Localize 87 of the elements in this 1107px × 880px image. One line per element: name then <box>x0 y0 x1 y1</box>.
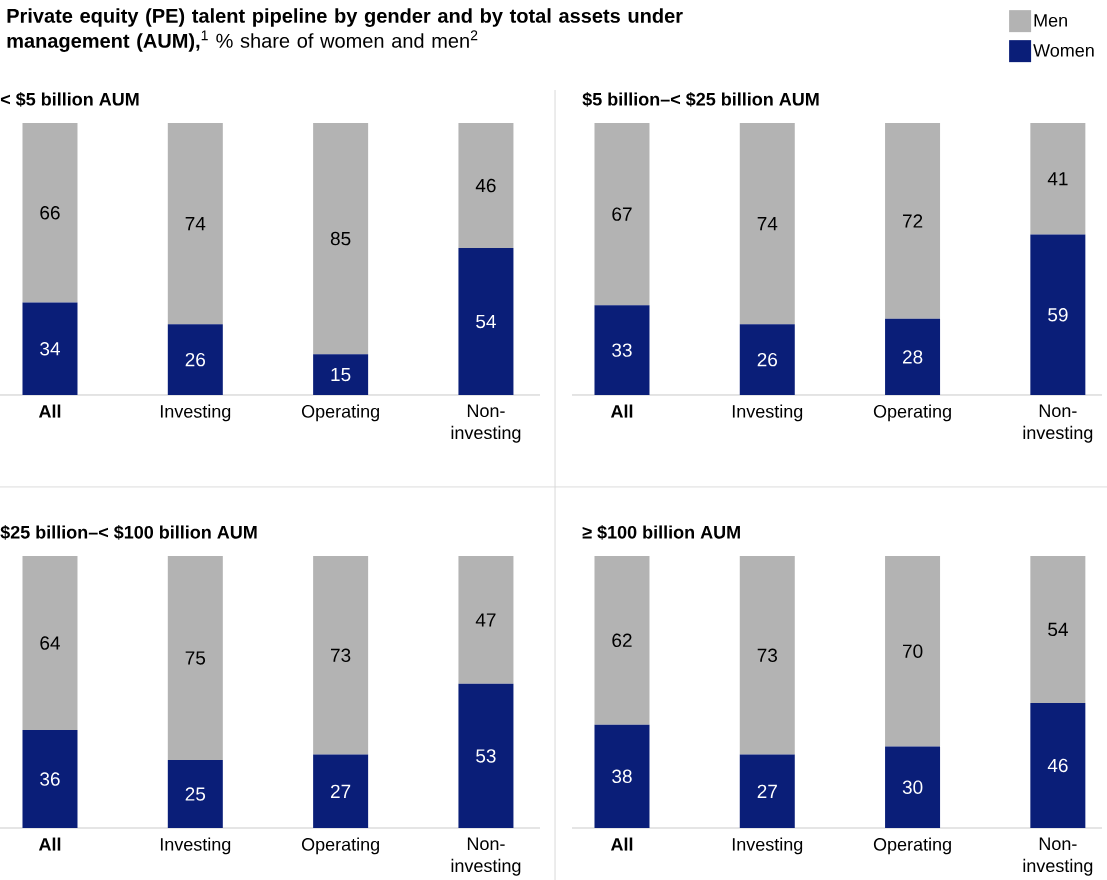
x-tick-label: Non-investing <box>451 404 521 443</box>
bar <box>594 305 650 395</box>
data-label: 25 <box>185 787 206 801</box>
data-label: 74 <box>185 217 206 231</box>
bar <box>1030 234 1086 395</box>
x-tick-label: Investing <box>732 404 803 422</box>
bar <box>167 556 223 760</box>
data-label: 85 <box>330 231 351 246</box>
bar <box>167 324 223 395</box>
bar <box>458 122 514 249</box>
x-tick-label: Non-investing <box>1023 837 1093 876</box>
x-tick-label: Operating <box>301 837 379 855</box>
data-label: 46 <box>1047 758 1068 773</box>
bar <box>885 122 941 319</box>
data-label: 70 <box>903 644 923 658</box>
data-label: 27 <box>757 784 777 798</box>
x-tick-label: Investing <box>732 837 803 855</box>
data-label: 53 <box>476 749 496 763</box>
bar <box>313 122 369 355</box>
legend-label: Men <box>1034 14 1067 27</box>
bar <box>885 746 941 828</box>
data-label: 26 <box>757 352 778 367</box>
bar <box>458 248 514 395</box>
bar <box>1030 122 1086 235</box>
data-label: 67 <box>612 207 632 221</box>
bar <box>1030 702 1086 828</box>
data-label: 28 <box>902 350 923 364</box>
data-label: 72 <box>903 214 923 228</box>
data-label: 75 <box>185 651 206 665</box>
data-label: 30 <box>902 780 923 794</box>
bar <box>594 724 650 828</box>
x-tick-label: Operating <box>301 404 379 422</box>
bar <box>167 122 223 325</box>
x-tick-label: Investing <box>160 837 231 855</box>
data-label: 62 <box>612 633 632 648</box>
data-label: 66 <box>40 206 60 220</box>
x-tick-label: Investing <box>160 404 231 422</box>
bar <box>22 556 78 731</box>
bar <box>739 754 795 828</box>
chart-title: $5 billion–< $25 billion AUM <box>582 92 819 107</box>
bar <box>885 556 941 747</box>
bar <box>1030 556 1086 703</box>
data-label: 73 <box>331 648 351 663</box>
data-label: 74 <box>757 217 778 231</box>
x-tick-label: All <box>610 837 633 851</box>
bar <box>885 318 941 395</box>
data-label: 59 <box>1048 308 1068 322</box>
bar <box>739 324 795 395</box>
data-label: 33 <box>612 343 632 357</box>
data-label: 46 <box>475 178 496 193</box>
bar <box>458 556 514 684</box>
data-label: 36 <box>40 772 60 786</box>
data-label: 38 <box>612 769 632 784</box>
x-tick-label: All <box>38 404 61 418</box>
bar <box>594 556 650 725</box>
bar <box>458 683 514 828</box>
data-label: 26 <box>185 352 206 367</box>
x-tick-label: Non-investing <box>451 837 521 876</box>
x-tick-label: Operating <box>873 404 951 422</box>
data-label: 64 <box>40 636 60 650</box>
data-label: 54 <box>1048 622 1068 637</box>
data-label: 15 <box>331 367 351 382</box>
chart-title: $25 billion–< $100 billion AUM <box>0 525 257 540</box>
bar <box>22 730 78 828</box>
data-label: 27 <box>330 784 351 798</box>
bar <box>594 122 650 306</box>
bar <box>313 754 369 828</box>
x-tick-label: Operating <box>873 837 951 855</box>
data-label: 41 <box>1047 172 1068 186</box>
chart-subtitle: < $5 billion AUM <box>0 92 139 107</box>
x-tick-label: All <box>38 837 61 851</box>
bar <box>739 122 795 325</box>
data-label: 47 <box>475 613 496 627</box>
data-label: 73 <box>757 648 778 663</box>
bar <box>313 556 369 755</box>
bar <box>22 302 78 395</box>
bar <box>313 354 369 395</box>
chart-title: Private equity (PE) talent pipeline by gender and by total assets under management (AUM),$^{1}$ % share of women and men$^{2}$ <box>7 8 683 52</box>
bar <box>167 760 223 828</box>
data-label: 34 <box>40 342 60 356</box>
x-tick-label: All <box>610 404 633 418</box>
bar <box>739 556 795 755</box>
legend-label: Women <box>1033 44 1094 57</box>
data-label: 54 <box>476 314 496 329</box>
x-tick-label: Non-investing <box>1023 404 1093 443</box>
bar <box>22 122 78 303</box>
chart-title: ≥ $100 billion AUM <box>582 525 740 540</box>
